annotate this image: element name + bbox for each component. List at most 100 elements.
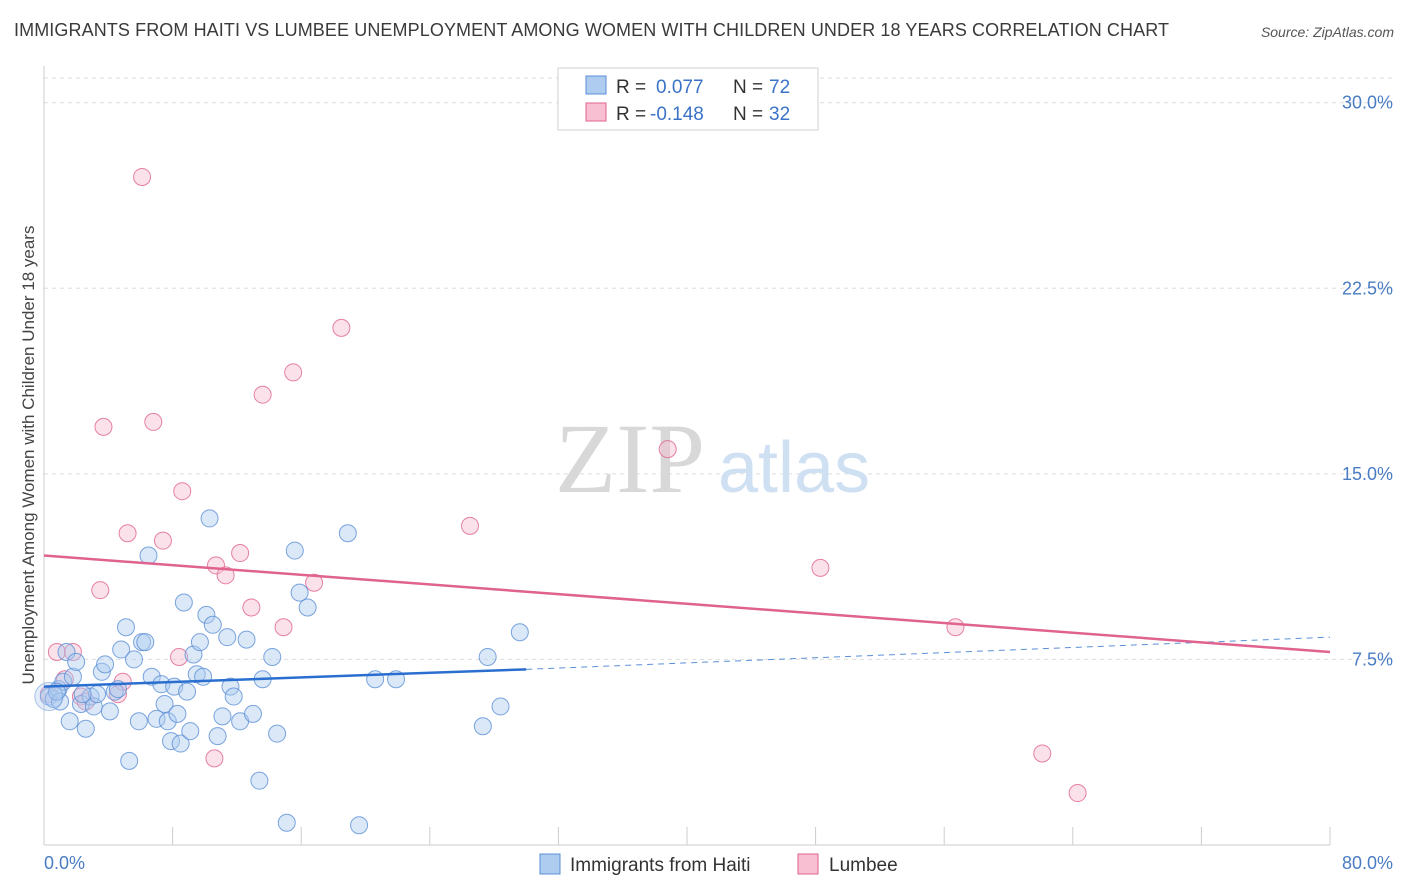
haiti-point — [60, 712, 79, 731]
haiti-point — [285, 541, 304, 560]
haiti-point — [174, 593, 193, 612]
haiti-point — [116, 618, 135, 637]
y-tick-label: 15.0% — [1342, 464, 1393, 484]
y-axis-label: Unemployment Among Women with Children U… — [19, 226, 38, 685]
lumbee-point — [658, 440, 677, 459]
haiti-point — [96, 655, 115, 674]
haiti-point — [190, 633, 209, 652]
haiti-point — [168, 704, 187, 723]
lumbee-point — [460, 516, 479, 535]
haiti-point — [510, 623, 529, 642]
haiti-point — [200, 509, 219, 528]
haiti-point — [125, 650, 144, 669]
lumbee-point — [216, 566, 235, 585]
lumbee-point — [274, 618, 293, 637]
haiti-point — [136, 633, 155, 652]
haiti-point — [221, 677, 240, 696]
source-label: Source: ZipAtlas.com — [1260, 24, 1394, 40]
haiti-point — [366, 670, 385, 689]
lumbee-point — [133, 167, 152, 186]
haiti-point — [213, 707, 232, 726]
haiti-point — [178, 682, 197, 701]
lumbee-point — [205, 749, 224, 768]
haiti-point — [473, 717, 492, 736]
lumbee-point — [1033, 744, 1052, 763]
haiti-point — [208, 727, 227, 746]
haiti-point — [158, 712, 177, 731]
haiti-point — [63, 667, 82, 686]
haiti-point — [338, 524, 357, 543]
haiti-point — [298, 598, 317, 617]
legend-haiti-n-label: N = — [733, 77, 763, 98]
legend-lumbee-r-value: -0.148 — [650, 104, 704, 125]
haiti-point — [224, 687, 243, 706]
tick-labels: 7.5% 15.0% 22.5% 30.0% 0.0% 80.0% — [44, 93, 1393, 873]
haiti-point — [100, 702, 119, 721]
haiti-point — [478, 647, 497, 666]
axes — [43, 66, 1331, 846]
haiti-point — [120, 751, 139, 770]
grid-lines — [44, 77, 1392, 660]
haiti-trend-extension — [526, 636, 1331, 670]
bottom-legend-lumbee-swatch — [797, 853, 819, 875]
lumbee-point — [170, 647, 189, 666]
legend-lumbee-r-label: R = — [616, 104, 646, 125]
haiti-point — [277, 813, 296, 832]
haiti-point — [218, 628, 237, 647]
lumbee-point — [1068, 784, 1087, 803]
legend-haiti-swatch — [585, 75, 607, 95]
legend-lumbee-swatch — [585, 102, 607, 122]
bottom-legend-lumbee-label: Lumbee — [829, 855, 898, 876]
haiti-point — [155, 694, 174, 713]
lumbee-point — [63, 643, 82, 662]
lumbee-point — [173, 482, 192, 501]
haiti-point — [350, 816, 369, 835]
legend-lumbee-n-label: N = — [733, 104, 763, 125]
haiti-point — [203, 615, 222, 634]
lumbee-trend-line — [43, 554, 1331, 654]
haiti-trend-line — [43, 668, 527, 688]
haiti-point — [491, 697, 510, 716]
haiti-point — [243, 704, 262, 723]
watermark-atlas: atlas — [718, 428, 870, 508]
lumbee-points — [39, 167, 1087, 803]
y-tick-label: 30.0% — [1342, 93, 1393, 113]
haiti-point — [263, 647, 282, 666]
lumbee-point — [253, 385, 272, 404]
y-tick-label: 7.5% — [1352, 649, 1393, 669]
haiti-point — [76, 719, 95, 738]
haiti-point — [57, 643, 76, 662]
trend-lines — [43, 554, 1331, 688]
lumbee-point — [153, 531, 172, 550]
haiti-point — [73, 685, 92, 704]
haiti-point — [237, 630, 256, 649]
lumbee-point — [94, 417, 113, 436]
lumbee-point — [811, 558, 830, 577]
lumbee-point — [242, 598, 261, 617]
legend-haiti-r-label: R = — [616, 77, 646, 98]
haiti-point — [67, 652, 86, 671]
correlation-legend: R = 0.077 N = 72 R = -0.148 N = 32 — [557, 67, 819, 131]
haiti-point — [197, 605, 216, 624]
bottom-legend-haiti-swatch — [539, 853, 561, 875]
haiti-point — [194, 667, 213, 686]
legend-lumbee-n-value: 32 — [769, 104, 790, 125]
lumbee-point — [231, 544, 250, 563]
x-tick-label: 80.0% — [1342, 853, 1393, 873]
haiti-point — [142, 667, 161, 686]
y-tick-label: 22.5% — [1342, 278, 1393, 298]
haiti-point — [290, 583, 309, 602]
bottom-legend-haiti-label: Immigrants from Haiti — [570, 855, 751, 876]
lumbee-point — [305, 573, 324, 592]
chart-title: IMMIGRANTS FROM HAITI VS LUMBEE UNEMPLOY… — [14, 20, 1170, 40]
haiti-point — [171, 734, 190, 753]
haiti-point — [147, 709, 166, 728]
haiti-points — [34, 509, 529, 835]
legend-haiti-n-value: 72 — [769, 77, 790, 98]
lumbee-point — [144, 412, 163, 431]
lumbee-point — [332, 318, 351, 337]
legend-haiti-r-value: 0.077 — [656, 77, 704, 98]
haiti-point — [51, 692, 70, 711]
lumbee-point — [118, 524, 137, 543]
